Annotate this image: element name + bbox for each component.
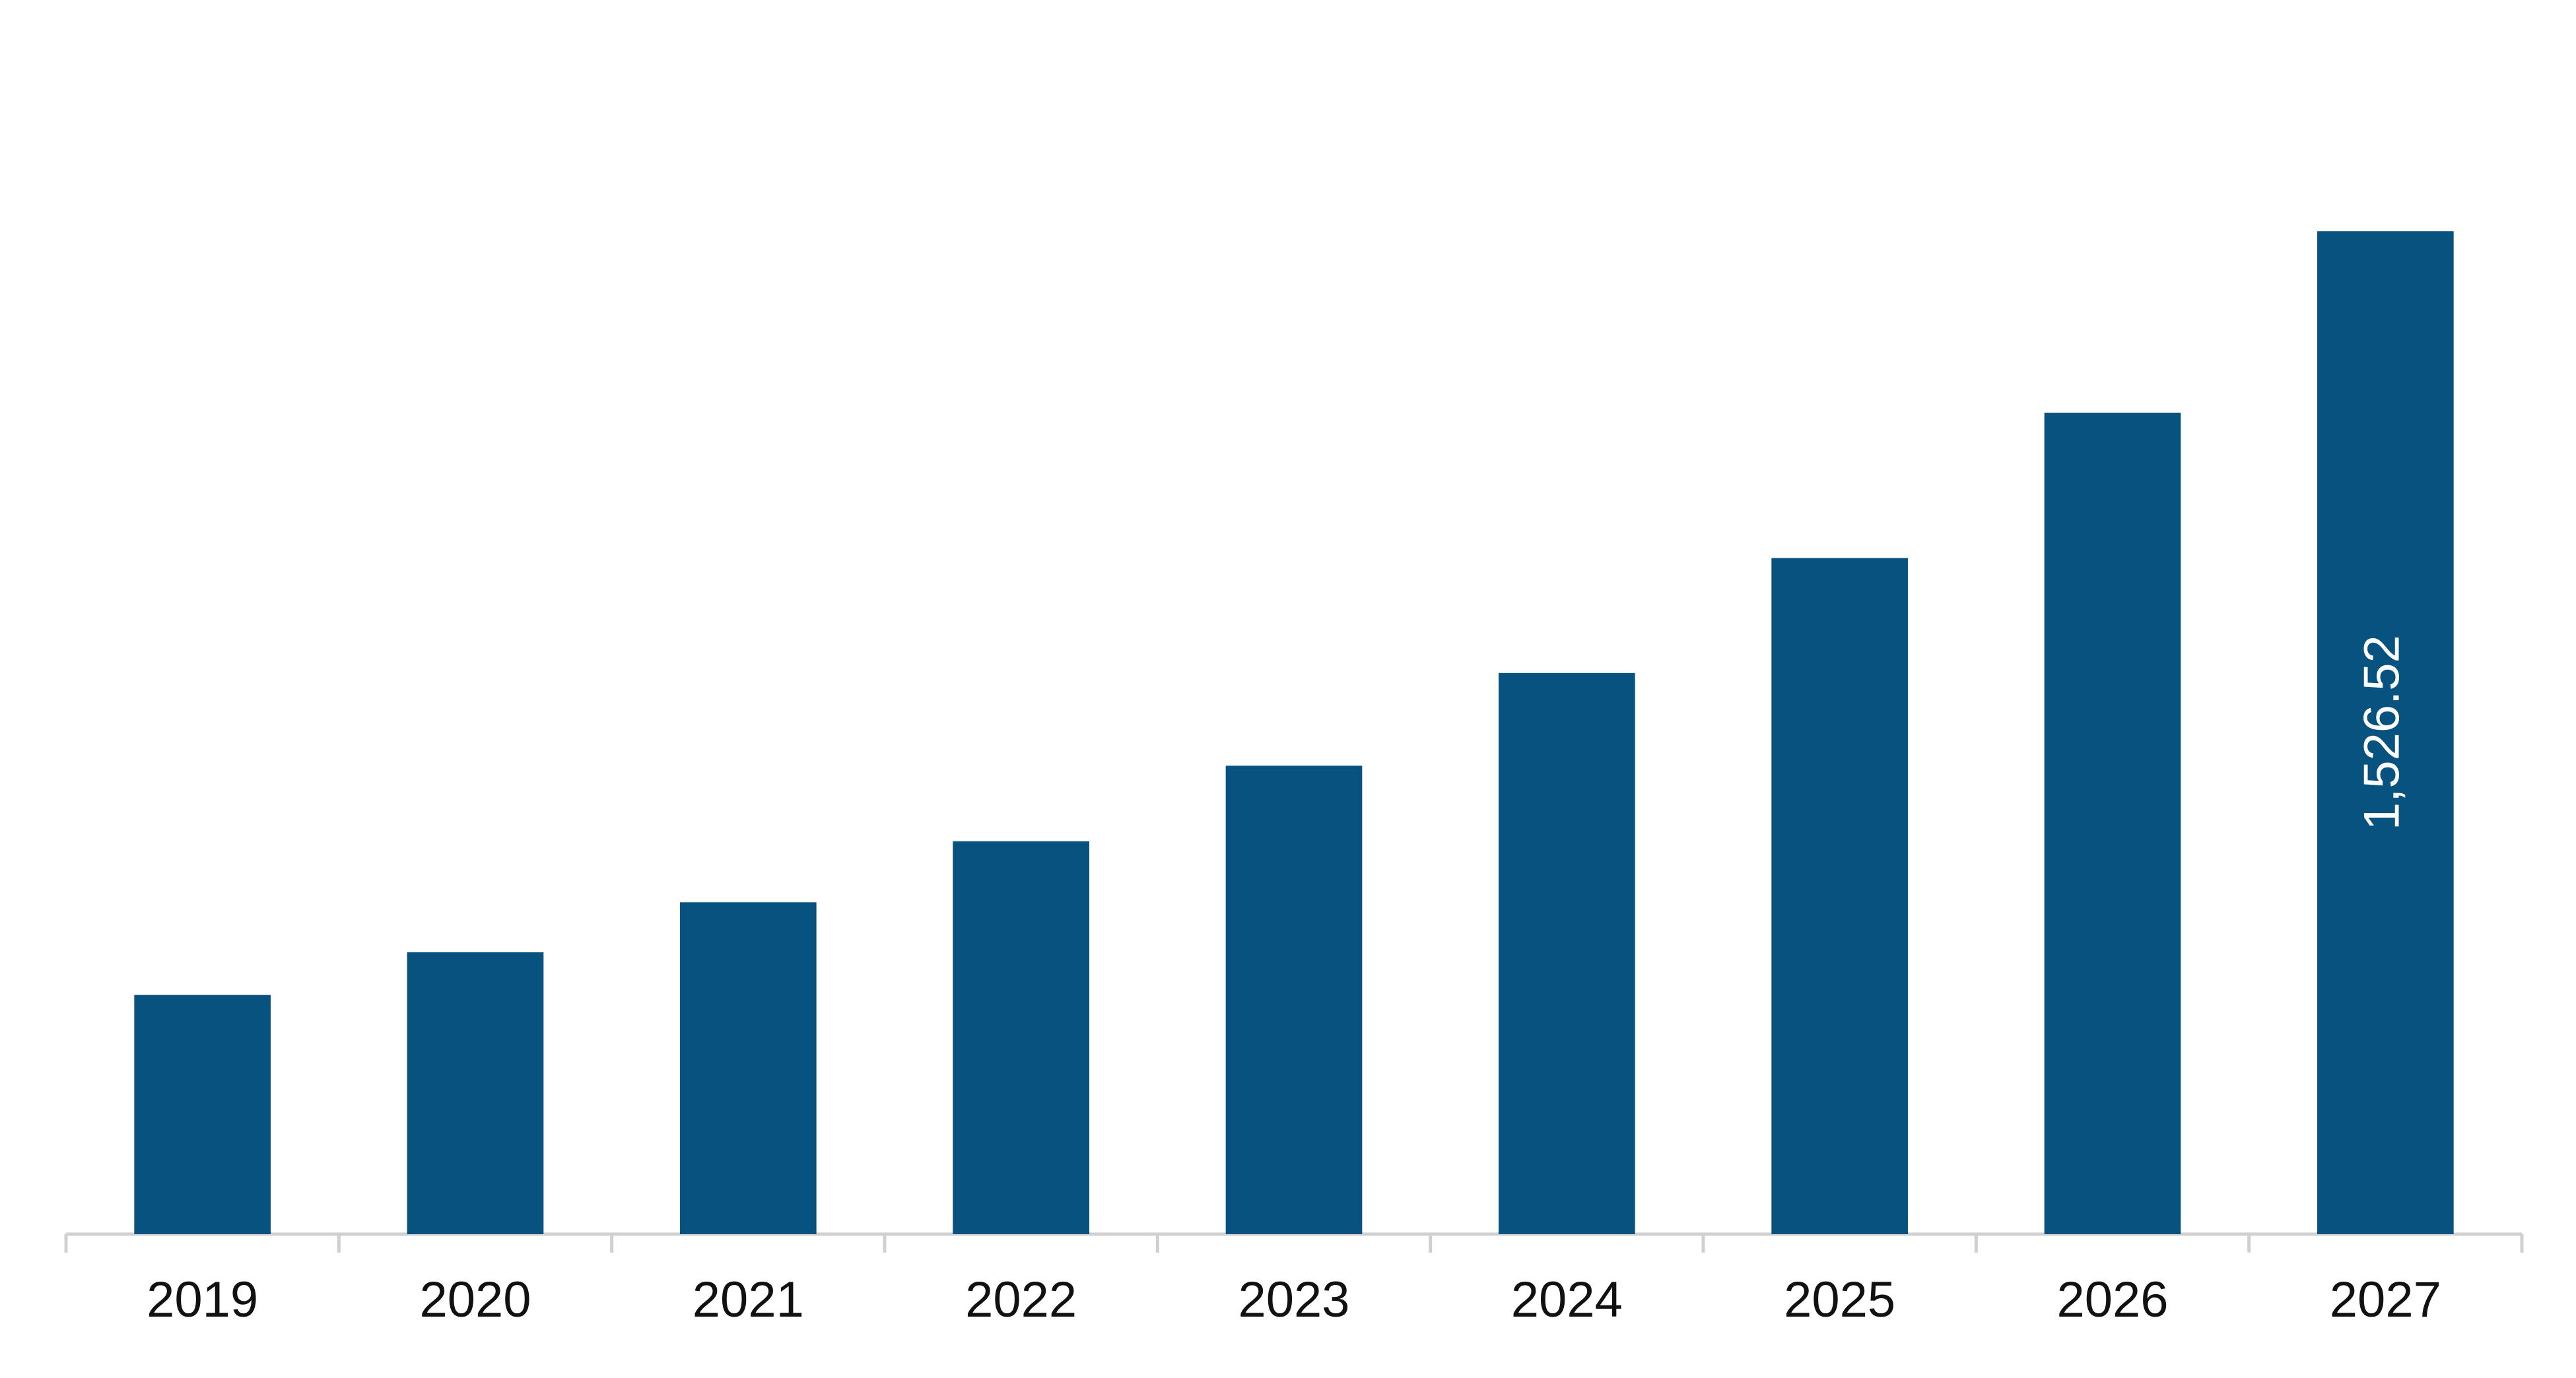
value-label: 1,526.52 xyxy=(2354,635,2410,830)
bar xyxy=(407,952,544,1234)
x-tick-label: 2022 xyxy=(965,1272,1077,1328)
bar xyxy=(1771,558,1908,1235)
bar xyxy=(2317,231,2454,1234)
x-tick-label: 2020 xyxy=(419,1272,531,1328)
bar xyxy=(953,841,1089,1234)
bar xyxy=(1225,766,1363,1234)
bar xyxy=(680,902,817,1234)
x-tick-label: 2021 xyxy=(693,1272,804,1328)
x-tick-label: 2027 xyxy=(2330,1272,2441,1328)
bar xyxy=(1499,673,1635,1234)
x-tick-label: 2024 xyxy=(1511,1272,1623,1328)
x-tick-label: 2019 xyxy=(147,1272,258,1328)
bar xyxy=(2044,412,2181,1234)
bar xyxy=(134,995,271,1234)
x-tick-label: 2026 xyxy=(2056,1272,2168,1328)
x-tick-label: 2023 xyxy=(1238,1272,1349,1328)
x-tick-label: 2025 xyxy=(1784,1272,1895,1328)
